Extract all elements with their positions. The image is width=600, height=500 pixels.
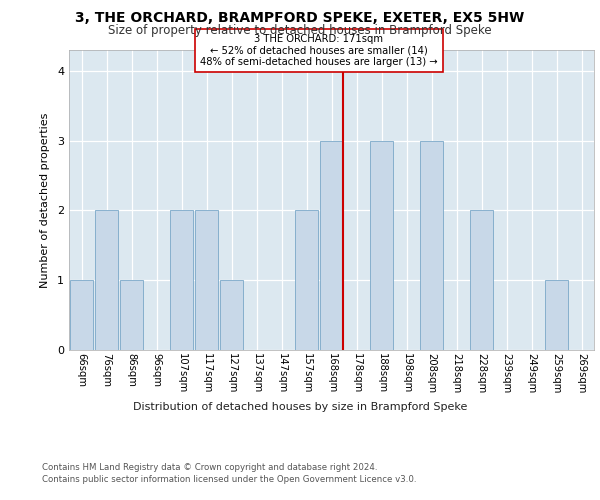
Text: Contains HM Land Registry data © Crown copyright and database right 2024.: Contains HM Land Registry data © Crown c… — [42, 462, 377, 471]
Bar — [120, 280, 143, 350]
Y-axis label: Number of detached properties: Number of detached properties — [40, 112, 50, 288]
Bar — [70, 280, 93, 350]
Text: 3 THE ORCHARD: 171sqm
← 52% of detached houses are smaller (14)
48% of semi-deta: 3 THE ORCHARD: 171sqm ← 52% of detached … — [200, 34, 438, 68]
Bar — [170, 210, 193, 350]
Bar — [370, 140, 393, 350]
Bar — [470, 210, 493, 350]
Bar — [320, 140, 343, 350]
Text: Distribution of detached houses by size in Brampford Speke: Distribution of detached houses by size … — [133, 402, 467, 412]
Bar — [220, 280, 243, 350]
Bar — [95, 210, 118, 350]
Bar — [195, 210, 218, 350]
Bar — [420, 140, 443, 350]
Text: Contains public sector information licensed under the Open Government Licence v3: Contains public sector information licen… — [42, 475, 416, 484]
Text: 3, THE ORCHARD, BRAMPFORD SPEKE, EXETER, EX5 5HW: 3, THE ORCHARD, BRAMPFORD SPEKE, EXETER,… — [76, 11, 524, 25]
Bar — [295, 210, 318, 350]
Bar — [545, 280, 568, 350]
Text: Size of property relative to detached houses in Brampford Speke: Size of property relative to detached ho… — [108, 24, 492, 37]
